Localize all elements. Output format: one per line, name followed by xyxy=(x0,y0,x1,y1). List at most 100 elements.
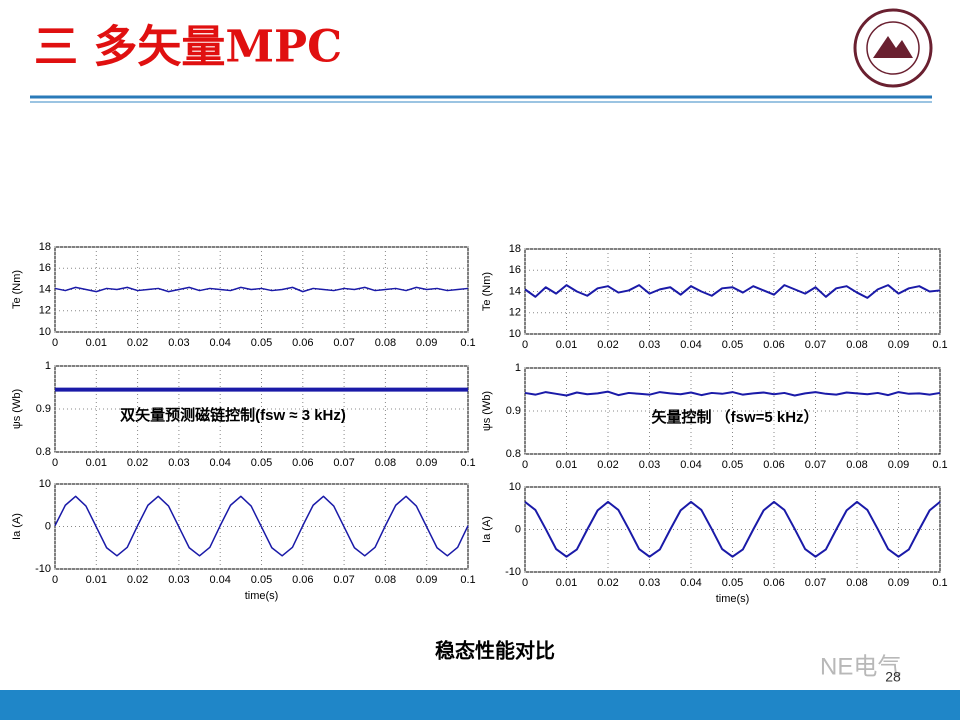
x-tick-label: 0.07 xyxy=(805,459,826,471)
plot-frame xyxy=(524,367,941,455)
x-tick-label: 0.02 xyxy=(597,339,618,351)
x-tick-label: 0.02 xyxy=(127,457,148,469)
x-tick-label: 0.06 xyxy=(292,457,313,469)
footer-band xyxy=(0,690,960,720)
data-line xyxy=(54,286,469,293)
x-tick-label: 0.04 xyxy=(209,337,230,349)
x-tick-label: 0.04 xyxy=(209,457,230,469)
x-tick-label: 0.05 xyxy=(722,339,743,351)
x-tick-label: 0.03 xyxy=(639,459,660,471)
slide-title: 三 多矢量MPC xyxy=(34,22,342,73)
x-tick-label: 0.01 xyxy=(86,457,107,469)
x-tick-label: 0.05 xyxy=(251,574,272,586)
y-tick-label: 14 xyxy=(39,283,51,295)
x-tick-label: 0.1 xyxy=(932,577,947,589)
x-tick-label: 0.04 xyxy=(680,459,701,471)
x-tick-label: 0.09 xyxy=(416,457,437,469)
x-tick-label: 0.1 xyxy=(932,459,947,471)
x-tick-label: 0.08 xyxy=(846,339,867,351)
x-tick-label: 0 xyxy=(52,457,58,469)
y-axis-label: Te (Nm) xyxy=(481,272,493,311)
y-tick-label: 0 xyxy=(515,523,521,535)
y-tick-label: -10 xyxy=(505,566,521,578)
x-tick-label: 0.02 xyxy=(597,459,618,471)
x-tick-label: 0.08 xyxy=(846,577,867,589)
x-axis-label: time(s) xyxy=(245,590,279,602)
y-tick-label: 0.8 xyxy=(506,448,521,460)
page-number: 28 xyxy=(885,669,901,685)
y-tick-label: 16 xyxy=(39,262,51,274)
x-tick-label: 0.03 xyxy=(168,457,189,469)
x-tick-label: 0.01 xyxy=(556,339,577,351)
y-tick-label: 10 xyxy=(509,481,521,493)
x-tick-label: 0.05 xyxy=(251,457,272,469)
y-axis-label: Ia (A) xyxy=(11,513,23,540)
x-tick-label: 0.07 xyxy=(805,339,826,351)
y-tick-label: 16 xyxy=(509,264,521,276)
x-tick-label: 0.02 xyxy=(127,337,148,349)
x-tick-label: 0.1 xyxy=(460,574,475,586)
x-tick-label: 0 xyxy=(522,577,528,589)
x-tick-label: 0.07 xyxy=(333,337,354,349)
x-tick-label: 0.04 xyxy=(680,339,701,351)
x-tick-label: 0 xyxy=(522,459,528,471)
x-tick-label: 0.09 xyxy=(888,459,909,471)
y-tick-label: 0.9 xyxy=(36,403,51,415)
x-tick-label: 0.03 xyxy=(639,339,660,351)
x-tick-label: 0.01 xyxy=(556,577,577,589)
y-tick-label: 10 xyxy=(509,328,521,340)
y-tick-label: -10 xyxy=(35,563,51,575)
x-tick-label: 0.06 xyxy=(292,337,313,349)
x-tick-label: 0.06 xyxy=(292,574,313,586)
x-tick-label: 0.1 xyxy=(932,339,947,351)
x-tick-label: 0.09 xyxy=(888,577,909,589)
y-tick-label: 10 xyxy=(39,478,51,490)
x-tick-label: 0.07 xyxy=(333,574,354,586)
x-tick-label: 0.09 xyxy=(416,337,437,349)
data-line xyxy=(54,495,469,557)
y-tick-label: 0.9 xyxy=(506,405,521,417)
x-tick-label: 0.1 xyxy=(460,337,475,349)
x-tick-label: 0 xyxy=(52,337,58,349)
x-tick-label: 0.08 xyxy=(375,337,396,349)
x-tick-label: 0.1 xyxy=(460,457,475,469)
x-tick-label: 0.01 xyxy=(86,337,107,349)
x-tick-label: 0.03 xyxy=(168,337,189,349)
x-tick-label: 0.05 xyxy=(722,577,743,589)
y-axis-label: ψs (Wb) xyxy=(11,389,23,429)
data-line xyxy=(524,390,941,397)
x-tick-label: 0.04 xyxy=(209,574,230,586)
y-tick-label: 0 xyxy=(45,520,51,532)
x-axis-label: time(s) xyxy=(716,593,750,605)
x-tick-label: 0.03 xyxy=(168,574,189,586)
x-tick-label: 0.05 xyxy=(722,459,743,471)
x-tick-label: 0.01 xyxy=(556,459,577,471)
x-tick-label: 0.02 xyxy=(597,577,618,589)
y-tick-label: 18 xyxy=(39,241,51,253)
caption: 稳态性能对比 xyxy=(435,638,555,662)
x-tick-label: 0.05 xyxy=(251,337,272,349)
y-tick-label: 18 xyxy=(509,243,521,255)
logo xyxy=(853,8,933,88)
x-tick-label: 0.06 xyxy=(763,339,784,351)
y-tick-label: 1 xyxy=(45,360,51,372)
x-tick-label: 0.01 xyxy=(86,574,107,586)
y-tick-label: 10 xyxy=(39,326,51,338)
x-tick-label: 0.04 xyxy=(680,577,701,589)
annotation: 双矢量预测磁链控制(fsw ≈ 3 kHz) xyxy=(120,406,346,424)
x-tick-label: 0.09 xyxy=(888,339,909,351)
data-line xyxy=(524,284,941,299)
x-tick-label: 0.03 xyxy=(639,577,660,589)
y-axis-label: Te (Nm) xyxy=(11,270,23,309)
y-tick-label: 0.8 xyxy=(36,446,51,458)
annotation: 矢量控制 （fsw=5 kHz） xyxy=(651,408,818,426)
data-line xyxy=(524,500,941,558)
x-tick-label: 0.06 xyxy=(763,459,784,471)
y-tick-label: 1 xyxy=(515,362,521,374)
watermark: NE电气 xyxy=(820,653,901,680)
x-tick-label: 0.06 xyxy=(763,577,784,589)
x-tick-label: 0.02 xyxy=(127,574,148,586)
y-axis-label: ψs (Wb) xyxy=(481,391,493,431)
x-tick-label: 0.09 xyxy=(416,574,437,586)
